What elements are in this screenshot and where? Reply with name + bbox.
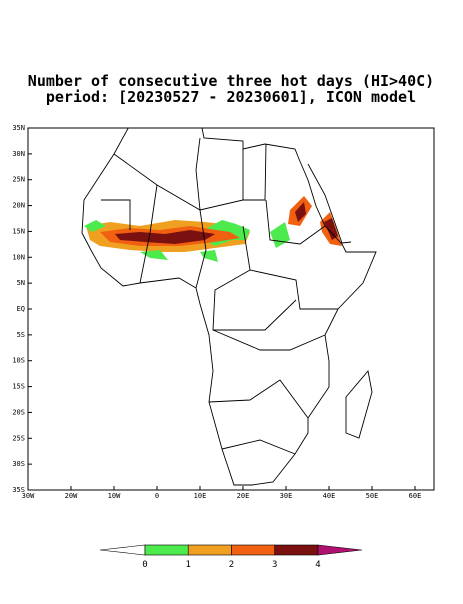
colorbar-label: 3 [272,560,277,570]
lat-label: EQ [17,305,25,313]
madagascar [345,369,373,439]
lon-label: 50E [366,492,379,500]
lon-label: 10E [194,492,207,500]
borders [101,137,338,455]
heat-darkorange [100,196,342,246]
colorbar-segment [274,544,319,556]
lon-label: 20E [237,492,250,500]
lon-label: 60E [409,492,422,500]
colorbar-segment [187,544,232,556]
heat-darkred [115,202,338,244]
lat-label: 10S [12,357,25,365]
lon-label: 30W [22,492,35,500]
map [81,128,377,486]
map-frame [27,127,435,491]
colorbar-label: 1 [186,560,191,570]
lat-label: 35N [12,124,25,132]
lat-label: 25S [12,434,25,442]
africa-outline [81,128,377,486]
lon-label: 10W [108,492,121,500]
colorbar-segment [144,544,189,556]
colorbar-label: 4 [315,560,320,570]
lat-label: 20N [12,202,25,210]
title: Number of consecutive three hot days (HI… [28,72,434,90]
colorbar: 0 1 2 3 4 [99,544,363,570]
arabia-coast [307,163,352,244]
colorbar-label: 0 [142,560,147,570]
heat-green [84,220,290,262]
subtitle: period: [20230527 - 20230601], ICON mode… [46,88,416,106]
lat-label: 15S [12,383,25,391]
lat-label: 5N [17,279,25,287]
lon-label: 0 [155,492,159,500]
colorbar-segment [231,544,276,556]
colorbar-label: 2 [229,560,234,570]
colorbar-over [317,544,363,556]
lat-label: 25N [12,176,25,184]
lat-label: 15N [12,227,25,235]
lat-label: 35S [12,486,25,494]
lat-label: 30S [12,460,25,468]
lon-label: 40E [323,492,336,500]
lon-label: 20W [65,492,78,500]
lat-label: 5S [17,331,25,339]
colorbar-under [99,544,146,556]
lat-label: 20S [12,408,25,416]
lon-label: 30E [280,492,293,500]
lat-label: 10N [12,253,25,261]
lat-label: 30N [12,150,25,158]
